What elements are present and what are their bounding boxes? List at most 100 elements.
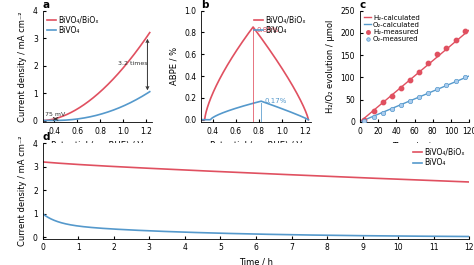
BiVO₄	[466, 235, 472, 238]
BiVO₄/BiOₓ	[40, 160, 46, 164]
BiVO₄	[306, 118, 311, 121]
Legend: H₂-calculated, O₂-calculated, H₂-measured, O₂-measured: H₂-calculated, O₂-calculated, H₂-measure…	[364, 14, 420, 43]
Text: a: a	[43, 0, 50, 10]
BiVO₄/BiOₓ	[454, 180, 460, 183]
BiVO₄/BiOₓ	[250, 25, 256, 29]
H₂-measured	[461, 29, 468, 33]
O₂-calculated	[357, 120, 363, 123]
BiVO₄	[454, 235, 459, 238]
O₂-measured	[361, 119, 368, 123]
BiVO₄	[111, 108, 117, 111]
H₂-measured	[397, 86, 405, 90]
BiVO₄	[59, 119, 64, 122]
Line: BiVO₄: BiVO₄	[201, 101, 309, 120]
BiVO₄	[376, 234, 382, 237]
BiVO₄/BiOₓ	[88, 98, 94, 101]
H₂-calculated	[424, 64, 429, 67]
H₂-measured	[370, 109, 377, 113]
Text: 0.85%: 0.85%	[256, 27, 279, 33]
H₂-calculated	[357, 120, 363, 123]
Y-axis label: H₂/O₂ evolution / μmol: H₂/O₂ evolution / μmol	[326, 20, 335, 113]
O₂-measured	[461, 75, 468, 80]
Line: O₂-calculated: O₂-calculated	[360, 76, 469, 122]
H₂-measured	[379, 100, 386, 104]
X-axis label: Potential (vs. RHE) / V: Potential (vs. RHE) / V	[210, 141, 302, 150]
H₂-measured	[406, 77, 414, 82]
H₂-measured	[388, 94, 396, 98]
Line: H₂-calculated: H₂-calculated	[360, 30, 469, 122]
H₂-calculated	[422, 66, 428, 69]
BiVO₄	[247, 103, 253, 106]
BiVO₄/BiOₓ	[279, 67, 285, 70]
Legend: BiVO₄/BiOₓ, BiVO₄: BiVO₄/BiOₓ, BiVO₄	[412, 147, 465, 168]
H₂-measured	[424, 61, 432, 65]
O₂-measured	[379, 111, 386, 115]
BiVO₄	[103, 111, 109, 114]
BiVO₄/BiOₓ	[111, 76, 117, 80]
H₂-measured	[443, 46, 450, 51]
H₂-measured	[452, 37, 459, 42]
BiVO₄	[40, 119, 46, 122]
X-axis label: Potential (vs. RHE) / V: Potential (vs. RHE) / V	[51, 141, 144, 150]
O₂-measured	[443, 83, 450, 87]
Y-axis label: Current density / mA cm⁻²: Current density / mA cm⁻²	[18, 11, 27, 121]
BiVO₄/BiOₓ	[247, 30, 253, 33]
Text: 75 mV: 75 mV	[46, 112, 66, 117]
BiVO₄/BiOₓ	[306, 118, 311, 121]
Line: BiVO₄: BiVO₄	[43, 92, 150, 121]
BiVO₄	[270, 104, 276, 107]
BiVO₄/BiOₓ	[218, 76, 223, 80]
BiVO₄	[226, 109, 232, 112]
Text: 0.17%: 0.17%	[264, 98, 287, 104]
BiVO₄/BiOₓ	[454, 180, 459, 183]
O₂-measured	[424, 91, 432, 95]
BiVO₄	[262, 101, 267, 104]
BiVO₄	[236, 232, 242, 235]
BiVO₄/BiOₓ	[270, 53, 276, 56]
Line: BiVO₄/BiOₓ: BiVO₄/BiOₓ	[43, 33, 150, 121]
H₂-measured	[415, 70, 423, 74]
O₂-measured	[452, 79, 459, 83]
O₂-calculated	[422, 93, 428, 96]
BiVO₄/BiOₓ	[376, 177, 382, 180]
BiVO₄/BiOₓ	[40, 119, 46, 122]
H₂-measured	[434, 52, 441, 56]
O₂-calculated	[357, 120, 363, 123]
Y-axis label: ABPE / %: ABPE / %	[170, 47, 179, 85]
Text: c: c	[360, 0, 366, 10]
Text: d: d	[43, 132, 50, 142]
BiVO₄/BiOₓ	[199, 118, 204, 121]
Line: BiVO₄/BiOₓ: BiVO₄/BiOₓ	[201, 27, 309, 120]
BiVO₄	[247, 232, 253, 236]
O₂-measured	[388, 107, 396, 111]
H₂-calculated	[456, 37, 462, 40]
BiVO₄	[40, 212, 46, 215]
Line: BiVO₄/BiOₓ: BiVO₄/BiOₓ	[43, 162, 469, 182]
Legend: BiVO₄/BiOₓ, BiVO₄: BiVO₄/BiOₓ, BiVO₄	[253, 14, 307, 36]
X-axis label: Time / min: Time / min	[392, 141, 437, 150]
H₂-calculated	[422, 66, 428, 69]
BiVO₄	[199, 118, 204, 121]
O₂-calculated	[456, 79, 462, 82]
BiVO₄/BiOₓ	[236, 171, 242, 174]
BiVO₄	[454, 235, 460, 238]
O₂-measured	[397, 103, 405, 107]
BiVO₄	[67, 118, 73, 121]
BiVO₄/BiOₓ	[226, 61, 232, 64]
BiVO₄/BiOₓ	[59, 115, 64, 118]
O₂-measured	[415, 95, 423, 99]
BiVO₄/BiOₓ	[62, 162, 67, 165]
BiVO₄	[120, 104, 126, 108]
BiVO₄	[218, 112, 223, 116]
BiVO₄/BiOₓ	[103, 85, 109, 88]
BiVO₄/BiOₓ	[466, 180, 472, 184]
H₂-measured	[361, 118, 368, 122]
O₂-measured	[406, 98, 414, 103]
X-axis label: Time / h: Time / h	[239, 258, 273, 265]
BiVO₄/BiOₓ	[247, 171, 253, 175]
BiVO₄/BiOₓ	[147, 31, 153, 34]
O₂-calculated	[424, 92, 429, 95]
BiVO₄/BiOₓ	[120, 66, 126, 69]
BiVO₄	[258, 100, 264, 103]
BiVO₄	[279, 107, 285, 110]
